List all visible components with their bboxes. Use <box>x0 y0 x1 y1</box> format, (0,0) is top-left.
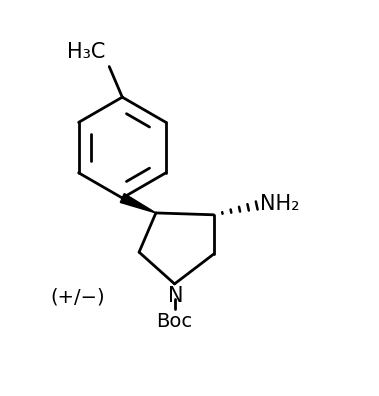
Polygon shape <box>120 194 156 213</box>
Text: Boc: Boc <box>157 312 193 331</box>
Text: N: N <box>168 286 183 306</box>
Text: H₃C: H₃C <box>67 42 105 62</box>
Text: (+/−): (+/−) <box>50 287 105 307</box>
Text: NH₂: NH₂ <box>260 194 299 213</box>
